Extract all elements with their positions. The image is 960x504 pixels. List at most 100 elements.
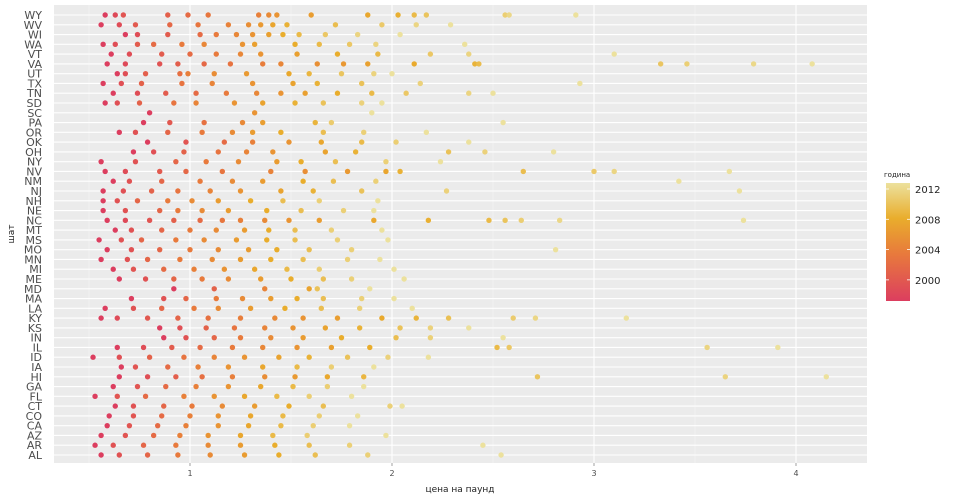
data-point xyxy=(219,403,226,409)
data-point xyxy=(201,61,207,67)
data-point xyxy=(425,354,432,360)
data-point xyxy=(258,22,264,28)
data-point xyxy=(163,383,169,390)
data-point xyxy=(243,70,250,77)
data-point xyxy=(223,90,230,96)
data-point xyxy=(128,295,135,302)
data-point xyxy=(134,90,141,96)
data-point xyxy=(500,334,506,341)
data-point xyxy=(112,403,118,409)
data-point xyxy=(320,403,327,409)
data-point xyxy=(227,61,234,67)
data-point xyxy=(423,12,430,18)
data-point xyxy=(383,158,389,165)
data-point xyxy=(159,305,165,312)
legend-title: година xyxy=(884,171,910,179)
data-point xyxy=(211,393,217,400)
data-point xyxy=(348,276,355,282)
data-point xyxy=(310,422,316,429)
data-point xyxy=(179,41,185,48)
data-point xyxy=(397,168,403,175)
data-point xyxy=(316,413,322,419)
data-point xyxy=(169,344,175,351)
data-point xyxy=(167,119,173,126)
data-point xyxy=(211,354,217,360)
data-point xyxy=(112,41,118,48)
data-point xyxy=(237,256,244,263)
data-point xyxy=(235,158,242,165)
data-point xyxy=(243,149,250,155)
data-point xyxy=(161,334,167,341)
data-point xyxy=(379,227,385,233)
data-point xyxy=(136,100,143,106)
data-point xyxy=(722,374,728,380)
data-point xyxy=(262,286,268,292)
data-point xyxy=(490,90,496,96)
data-point xyxy=(506,12,512,18)
data-point xyxy=(286,217,292,224)
data-point xyxy=(205,315,211,321)
data-point xyxy=(532,315,539,321)
data-point xyxy=(116,374,123,380)
data-point xyxy=(268,168,274,175)
data-point xyxy=(280,413,286,419)
data-point xyxy=(98,158,104,165)
y-tick-label: MA xyxy=(25,293,42,306)
data-point xyxy=(159,227,165,233)
data-point xyxy=(150,41,157,48)
data-point xyxy=(300,256,306,263)
data-point xyxy=(157,325,163,331)
x-tick-label: 3 xyxy=(591,469,596,478)
data-point xyxy=(211,70,217,77)
data-point xyxy=(306,354,312,360)
data-point xyxy=(191,266,197,272)
data-point xyxy=(591,168,597,175)
data-point xyxy=(167,22,173,28)
data-point xyxy=(466,90,472,96)
data-point xyxy=(371,364,377,370)
data-point xyxy=(161,403,167,409)
data-point xyxy=(361,129,367,136)
data-point xyxy=(379,315,385,321)
data-point xyxy=(552,246,559,253)
data-point xyxy=(140,344,147,351)
data-point xyxy=(306,442,312,448)
y-tick-label: AZ xyxy=(27,429,43,442)
data-point xyxy=(288,276,294,282)
data-point xyxy=(328,227,335,233)
data-point xyxy=(302,90,308,96)
data-point xyxy=(294,344,300,351)
data-point xyxy=(225,383,232,390)
data-point xyxy=(399,403,405,409)
y-tick-label: MT xyxy=(26,224,42,237)
data-point xyxy=(134,383,141,390)
data-point xyxy=(197,217,203,224)
data-point xyxy=(393,334,399,341)
data-point xyxy=(100,80,106,87)
data-point xyxy=(344,256,351,263)
data-point xyxy=(379,22,385,28)
legend-tick-label: 2004 xyxy=(915,246,940,257)
data-point xyxy=(213,31,219,38)
data-point xyxy=(268,334,274,341)
data-point xyxy=(389,70,395,77)
data-point xyxy=(179,80,185,87)
data-point xyxy=(207,188,213,194)
data-point xyxy=(270,432,276,439)
data-point xyxy=(221,139,228,145)
data-point xyxy=(175,61,181,67)
data-point xyxy=(340,207,347,214)
data-point xyxy=(183,168,189,175)
data-point xyxy=(116,354,123,360)
y-tick-label: NV xyxy=(26,165,42,178)
data-point xyxy=(157,61,163,67)
data-point xyxy=(201,119,207,126)
data-point xyxy=(302,168,308,175)
data-point xyxy=(199,129,205,136)
data-point xyxy=(611,168,617,175)
data-point xyxy=(322,149,329,155)
data-point xyxy=(476,61,482,67)
data-point xyxy=(278,61,284,67)
data-point xyxy=(239,119,246,126)
data-point xyxy=(118,80,125,87)
